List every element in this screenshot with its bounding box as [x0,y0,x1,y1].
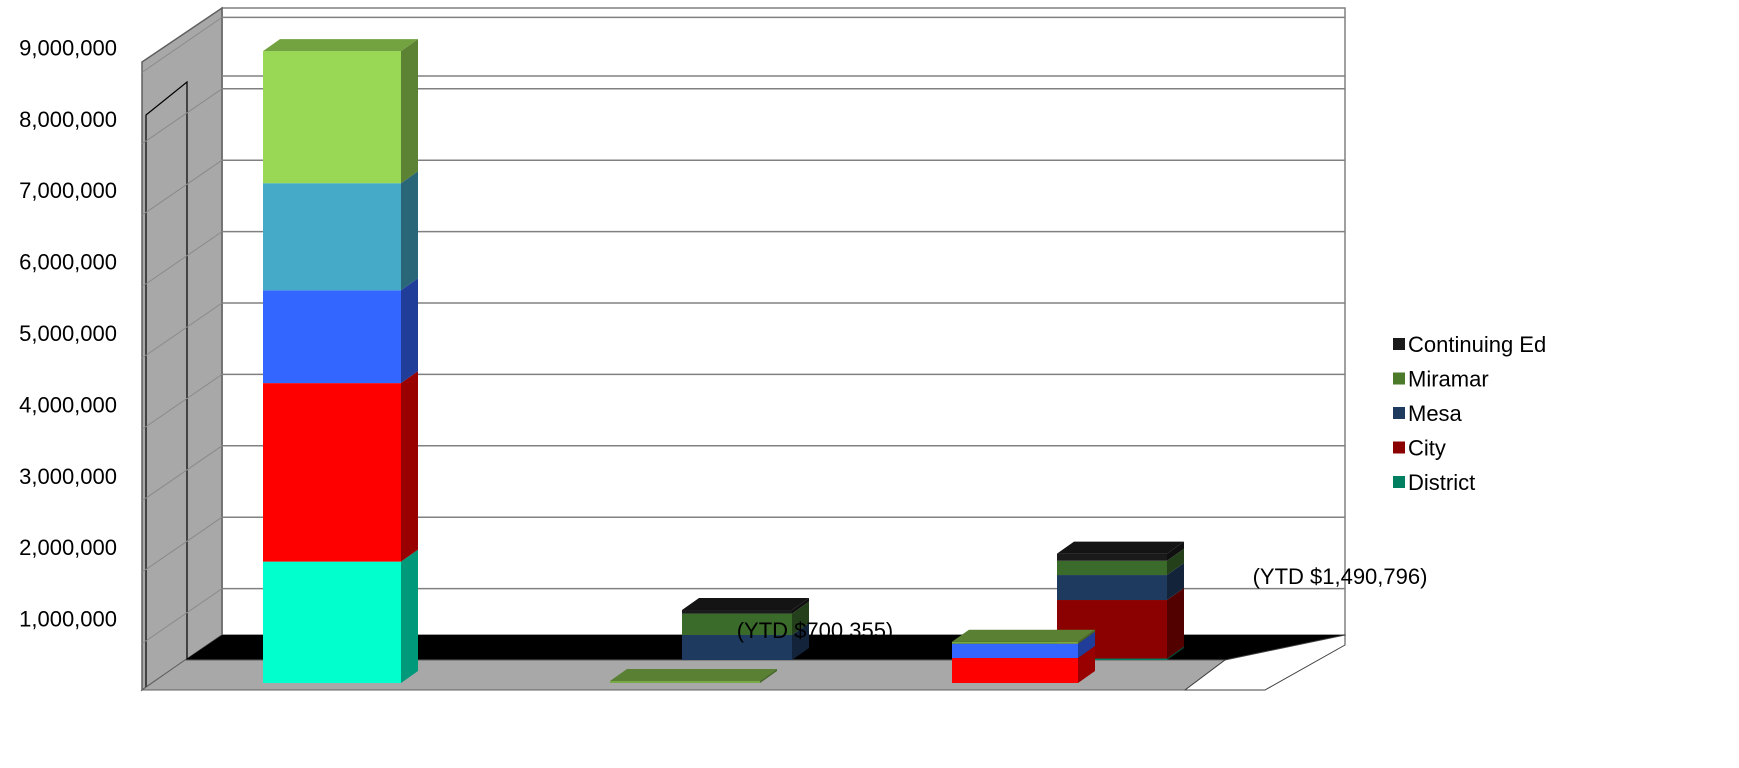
bar-segment [1057,575,1167,601]
bar-segment [263,383,401,562]
bar-segment [610,681,760,683]
gridline-side [141,16,223,73]
annotations: (YTD $700,355) (YTD $1,490,796) [737,564,1428,643]
bar-segment [952,658,1078,683]
bar-segment-side [792,623,809,660]
bar-top [1057,541,1184,554]
bar-segment-side [1167,548,1184,576]
bar-segment-side [1078,646,1095,683]
bar-segment [1057,553,1167,561]
bar-segment [263,183,401,291]
legend-swatch [1393,372,1405,385]
bar-segment [1057,658,1167,660]
legend-label: District [1408,470,1475,495]
bar-segment-side [1167,541,1184,561]
y-tick-label: 3,000,000 [19,464,117,489]
gridline-side [141,588,223,645]
bar-segment-side [792,598,809,614]
bar-segment-side [401,278,418,384]
gridline-side [141,516,223,573]
bar-segment-side [1167,588,1184,659]
legend-label: City [1408,436,1446,461]
y-tick-label: 5,000,000 [19,321,117,346]
legend-swatch [1393,441,1405,454]
gridline-side [141,373,223,430]
bars-front-row [263,39,1095,683]
y-axis: 1,000,000 2,000,000 3,000,000 4,000,000 5,00… [19,35,117,631]
y-tick-label: 7,000,000 [19,178,117,203]
bar-top [682,598,809,611]
bar-top [610,669,777,681]
bar-top [952,629,1095,642]
legend-label: Continuing Ed [1408,332,1546,357]
floor-edge [1183,634,1346,691]
side-wall [141,6,223,692]
bar-segment-side [1078,629,1095,644]
y-tick-label: 6,000,000 [19,250,117,275]
gridline-side [141,445,223,502]
gridline-side [141,231,223,288]
legend-label: Mesa [1408,401,1463,426]
annotation-back-bar-2: (YTD $700,355) [737,618,894,643]
bar-segment [1057,560,1167,576]
bar-segment-side [760,669,777,683]
gridline-side [141,302,223,359]
bar-segment [682,613,792,636]
legend: Continuing Ed Miramar Mesa City District [1393,332,1546,495]
bar-segment-side [401,39,418,184]
legend-label: Miramar [1408,367,1489,392]
legend-swatch [1393,476,1405,488]
chart-walls [141,6,1346,692]
y-tick-label: 2,000,000 [19,535,117,560]
bar-segment [263,51,401,184]
legend-swatch [1393,407,1405,419]
bar-segment [952,643,1078,659]
bar-segment-side [401,371,418,562]
y-tick-label: 8,000,000 [19,107,117,132]
bar-segment [952,641,1078,644]
bar-segment-side [401,171,418,291]
bar-segment [263,561,401,683]
y-tick-label: 4,000,000 [19,392,117,417]
bar-segment-side [1167,563,1184,601]
legend-swatch [1393,338,1405,350]
bars-back-row [682,541,1184,660]
gridline-side [141,159,223,216]
bar-segment-side [792,601,809,636]
gridline-side [141,88,223,145]
y-tick-label: 1,000,000 [19,607,117,632]
y-tick-label: 9,000,000 [19,35,117,60]
bar-segment [682,610,792,614]
bar-segment [682,635,792,660]
bar-segment-side [401,549,418,683]
bar-segment [263,290,401,384]
bar-top [263,39,418,52]
annotation-back-bar-3: (YTD $1,490,796) [1253,564,1428,589]
bar-segment-side [1078,631,1095,659]
